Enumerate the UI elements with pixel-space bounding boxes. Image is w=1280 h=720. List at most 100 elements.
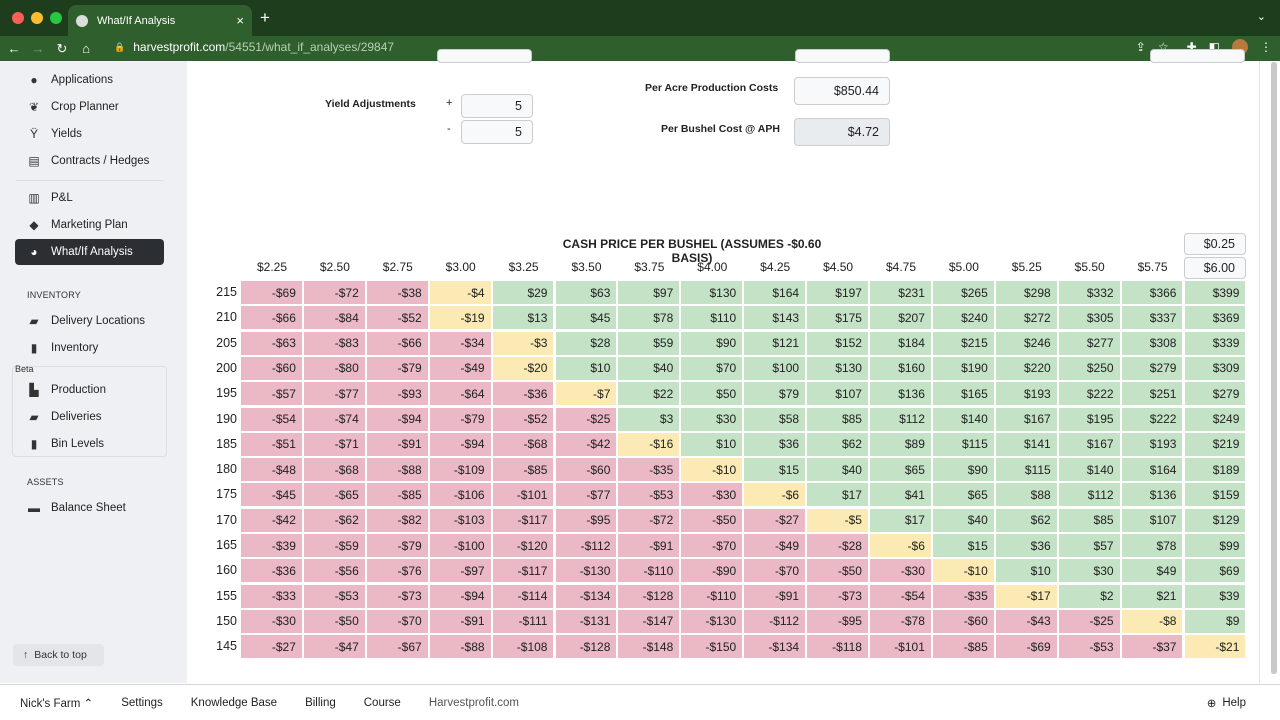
max-price-input[interactable]: $6.00 (1184, 257, 1246, 279)
heatmap-cell: -$64 (429, 382, 491, 406)
heatmap-cell: $10 (995, 559, 1057, 583)
heatmap-cell: -$52 (492, 407, 554, 431)
price-step-input[interactable]: $0.25 (1184, 233, 1246, 255)
sidebar-item-what-if-analysis[interactable]: ◕ What/If Analysis (15, 239, 164, 265)
heatmap-cell: $115 (995, 458, 1057, 482)
sidebar-toggle-icon[interactable]: ◧ (1208, 40, 1220, 54)
sidebar-item-bin-levels[interactable]: ▮ Bin Levels (15, 431, 164, 457)
back-arrow-icon[interactable]: ← (7, 41, 21, 56)
heatmap-cell: -$71 (303, 432, 365, 456)
heatmap-cell: -$49 (429, 356, 491, 380)
footer-link-course[interactable]: Course (363, 696, 401, 709)
sidebar-item-marketing-plan[interactable]: ◆ Marketing Plan (15, 212, 164, 238)
heatmap-cell: -$95 (555, 508, 617, 532)
heatmap-cell: $107 (1121, 508, 1183, 532)
page-scrollbar[interactable] (1271, 62, 1277, 674)
url-field[interactable]: 🔒 harvestprofit.com/54551/what_if_analys… (104, 36, 1154, 58)
reload-icon[interactable]: ↻ (56, 40, 68, 56)
heatmap-cell: $41 (870, 483, 931, 507)
heatmap-cell: $277 (1058, 331, 1120, 355)
heatmap-cell: -$60 (555, 458, 617, 482)
heatmap-cell: $246 (995, 331, 1057, 355)
sidebar-item-inventory[interactable]: ▮ Inventory (15, 335, 164, 361)
heatmap-cell: -$7 (555, 382, 617, 406)
browser-menu-icon[interactable]: ⋮ (1260, 40, 1272, 54)
browser-tab-bar: What/If Analysis × + ⌄ (0, 0, 1280, 36)
extensions-puzzle-icon[interactable]: ✚ (1186, 40, 1197, 54)
sidebar-item-production[interactable]: ▙ Production (15, 377, 164, 403)
heatmap-cell: -$6 (870, 534, 931, 557)
heatmap-cell: $62 (807, 432, 868, 456)
heatmap-cell: $9 (1184, 609, 1246, 633)
heatmap-cell: -$73 (807, 584, 868, 608)
window-controls (12, 12, 62, 24)
footer-link-knowledge-base[interactable]: Knowledge Base (190, 696, 278, 709)
sidebar: ● Applications ❦ Crop Planner Ÿ Yields ▤ Con… (0, 61, 187, 683)
heatmap-cell: $57 (1058, 534, 1120, 557)
heatmap-cell: -$10 (932, 559, 994, 583)
heatmap-cell: -$37 (1121, 635, 1183, 659)
price-column-header: $2.25 (256, 260, 288, 274)
sidebar-item-deliveries[interactable]: ▰ Deliveries (15, 404, 164, 430)
partial-input-2[interactable] (795, 49, 890, 63)
heatmap-cell: $272 (995, 306, 1057, 330)
footer-link-billing[interactable]: Billing (305, 696, 336, 709)
sidebar-item-pnl[interactable]: ▥ P&L (28, 191, 73, 205)
sidebar-item-contracts-hedges[interactable]: ▤ Contracts / Hedges (28, 154, 150, 168)
heatmap-cell: -$148 (618, 635, 680, 659)
sidebar-item-applications[interactable]: ● Applications (15, 67, 164, 93)
sidebar-item-crop-planner[interactable]: ❦ Crop Planner (28, 100, 119, 114)
heatmap-cell: -$73 (366, 584, 428, 608)
heatmap-cell: -$111 (492, 609, 554, 633)
forward-arrow-icon[interactable]: → (31, 41, 45, 56)
heatmap-cell: -$43 (995, 609, 1057, 633)
bookmark-star-icon[interactable]: ☆ (1157, 40, 1169, 54)
minimize-window-button[interactable] (31, 12, 43, 24)
heatmap-cell: -$112 (555, 534, 617, 557)
partial-input-3[interactable] (1150, 49, 1245, 63)
browser-tab[interactable]: What/If Analysis × (68, 5, 252, 36)
close-window-button[interactable] (12, 12, 24, 24)
yield-minus-input[interactable]: 5 (461, 120, 533, 144)
heatmap-cell: -$27 (241, 635, 302, 659)
yield-plus-input[interactable]: 5 (461, 94, 533, 118)
close-tab-icon[interactable]: × (236, 13, 244, 28)
maximize-window-button[interactable] (50, 12, 62, 24)
heatmap-cell: $136 (1121, 483, 1183, 507)
heatmap-cell: -$67 (366, 635, 428, 659)
farm-switcher[interactable]: Nick's Farm ⌃ (20, 697, 94, 710)
scrollbar-thumb[interactable] (1271, 62, 1277, 674)
sidebar-item-yields[interactable]: Ÿ Yields (15, 121, 164, 147)
favicon-icon (76, 14, 88, 27)
heatmap-cell: -$52 (366, 306, 428, 330)
heatmap-cell: -$36 (492, 382, 554, 406)
tab-title: What/If Analysis (97, 14, 176, 27)
sidebar-item-balance-sheet[interactable]: ▬ Balance Sheet (28, 501, 126, 515)
life-ring-icon: ⊕ (1206, 698, 1217, 710)
file-contract-icon: ▤ (28, 154, 40, 168)
new-tab-button[interactable]: + (260, 8, 270, 27)
tags-icon: ◆ (29, 218, 39, 232)
heatmap-cell: $337 (1121, 306, 1183, 330)
per-acre-costs-input[interactable]: $850.44 (794, 77, 890, 105)
heatmap-cell: $143 (744, 306, 806, 330)
heatmap-cell: -$39 (241, 534, 302, 557)
heatmap-cell: -$69 (241, 281, 302, 304)
heatmap-cell: $30 (681, 407, 743, 431)
partial-input-1[interactable] (437, 49, 532, 63)
share-icon[interactable]: ⇪ (1135, 40, 1146, 54)
footer-link-settings[interactable]: Settings (121, 696, 163, 709)
heatmap-cell: $250 (1058, 356, 1120, 380)
tab-search-chevron-icon[interactable]: ⌄ (1256, 11, 1266, 23)
heatmap-cell: $78 (618, 306, 680, 330)
back-to-top-button[interactable]: ↑ Back to top (13, 644, 104, 666)
heatmap-cell: -$16 (618, 432, 680, 456)
heatmap-cell: $40 (932, 508, 994, 532)
home-icon[interactable]: ⌂ (82, 41, 90, 56)
heatmap-cell: $10 (681, 432, 743, 456)
help-button[interactable]: ⊕ Help (1206, 697, 1246, 710)
sidebar-item-delivery-locations[interactable]: ▰ Delivery Locations (15, 308, 164, 334)
seedling-icon: Ÿ (29, 127, 38, 141)
heatmap-cell: -$85 (492, 458, 554, 482)
footer-link-harvestprofit[interactable]: Harvestprofit.com (428, 696, 519, 709)
